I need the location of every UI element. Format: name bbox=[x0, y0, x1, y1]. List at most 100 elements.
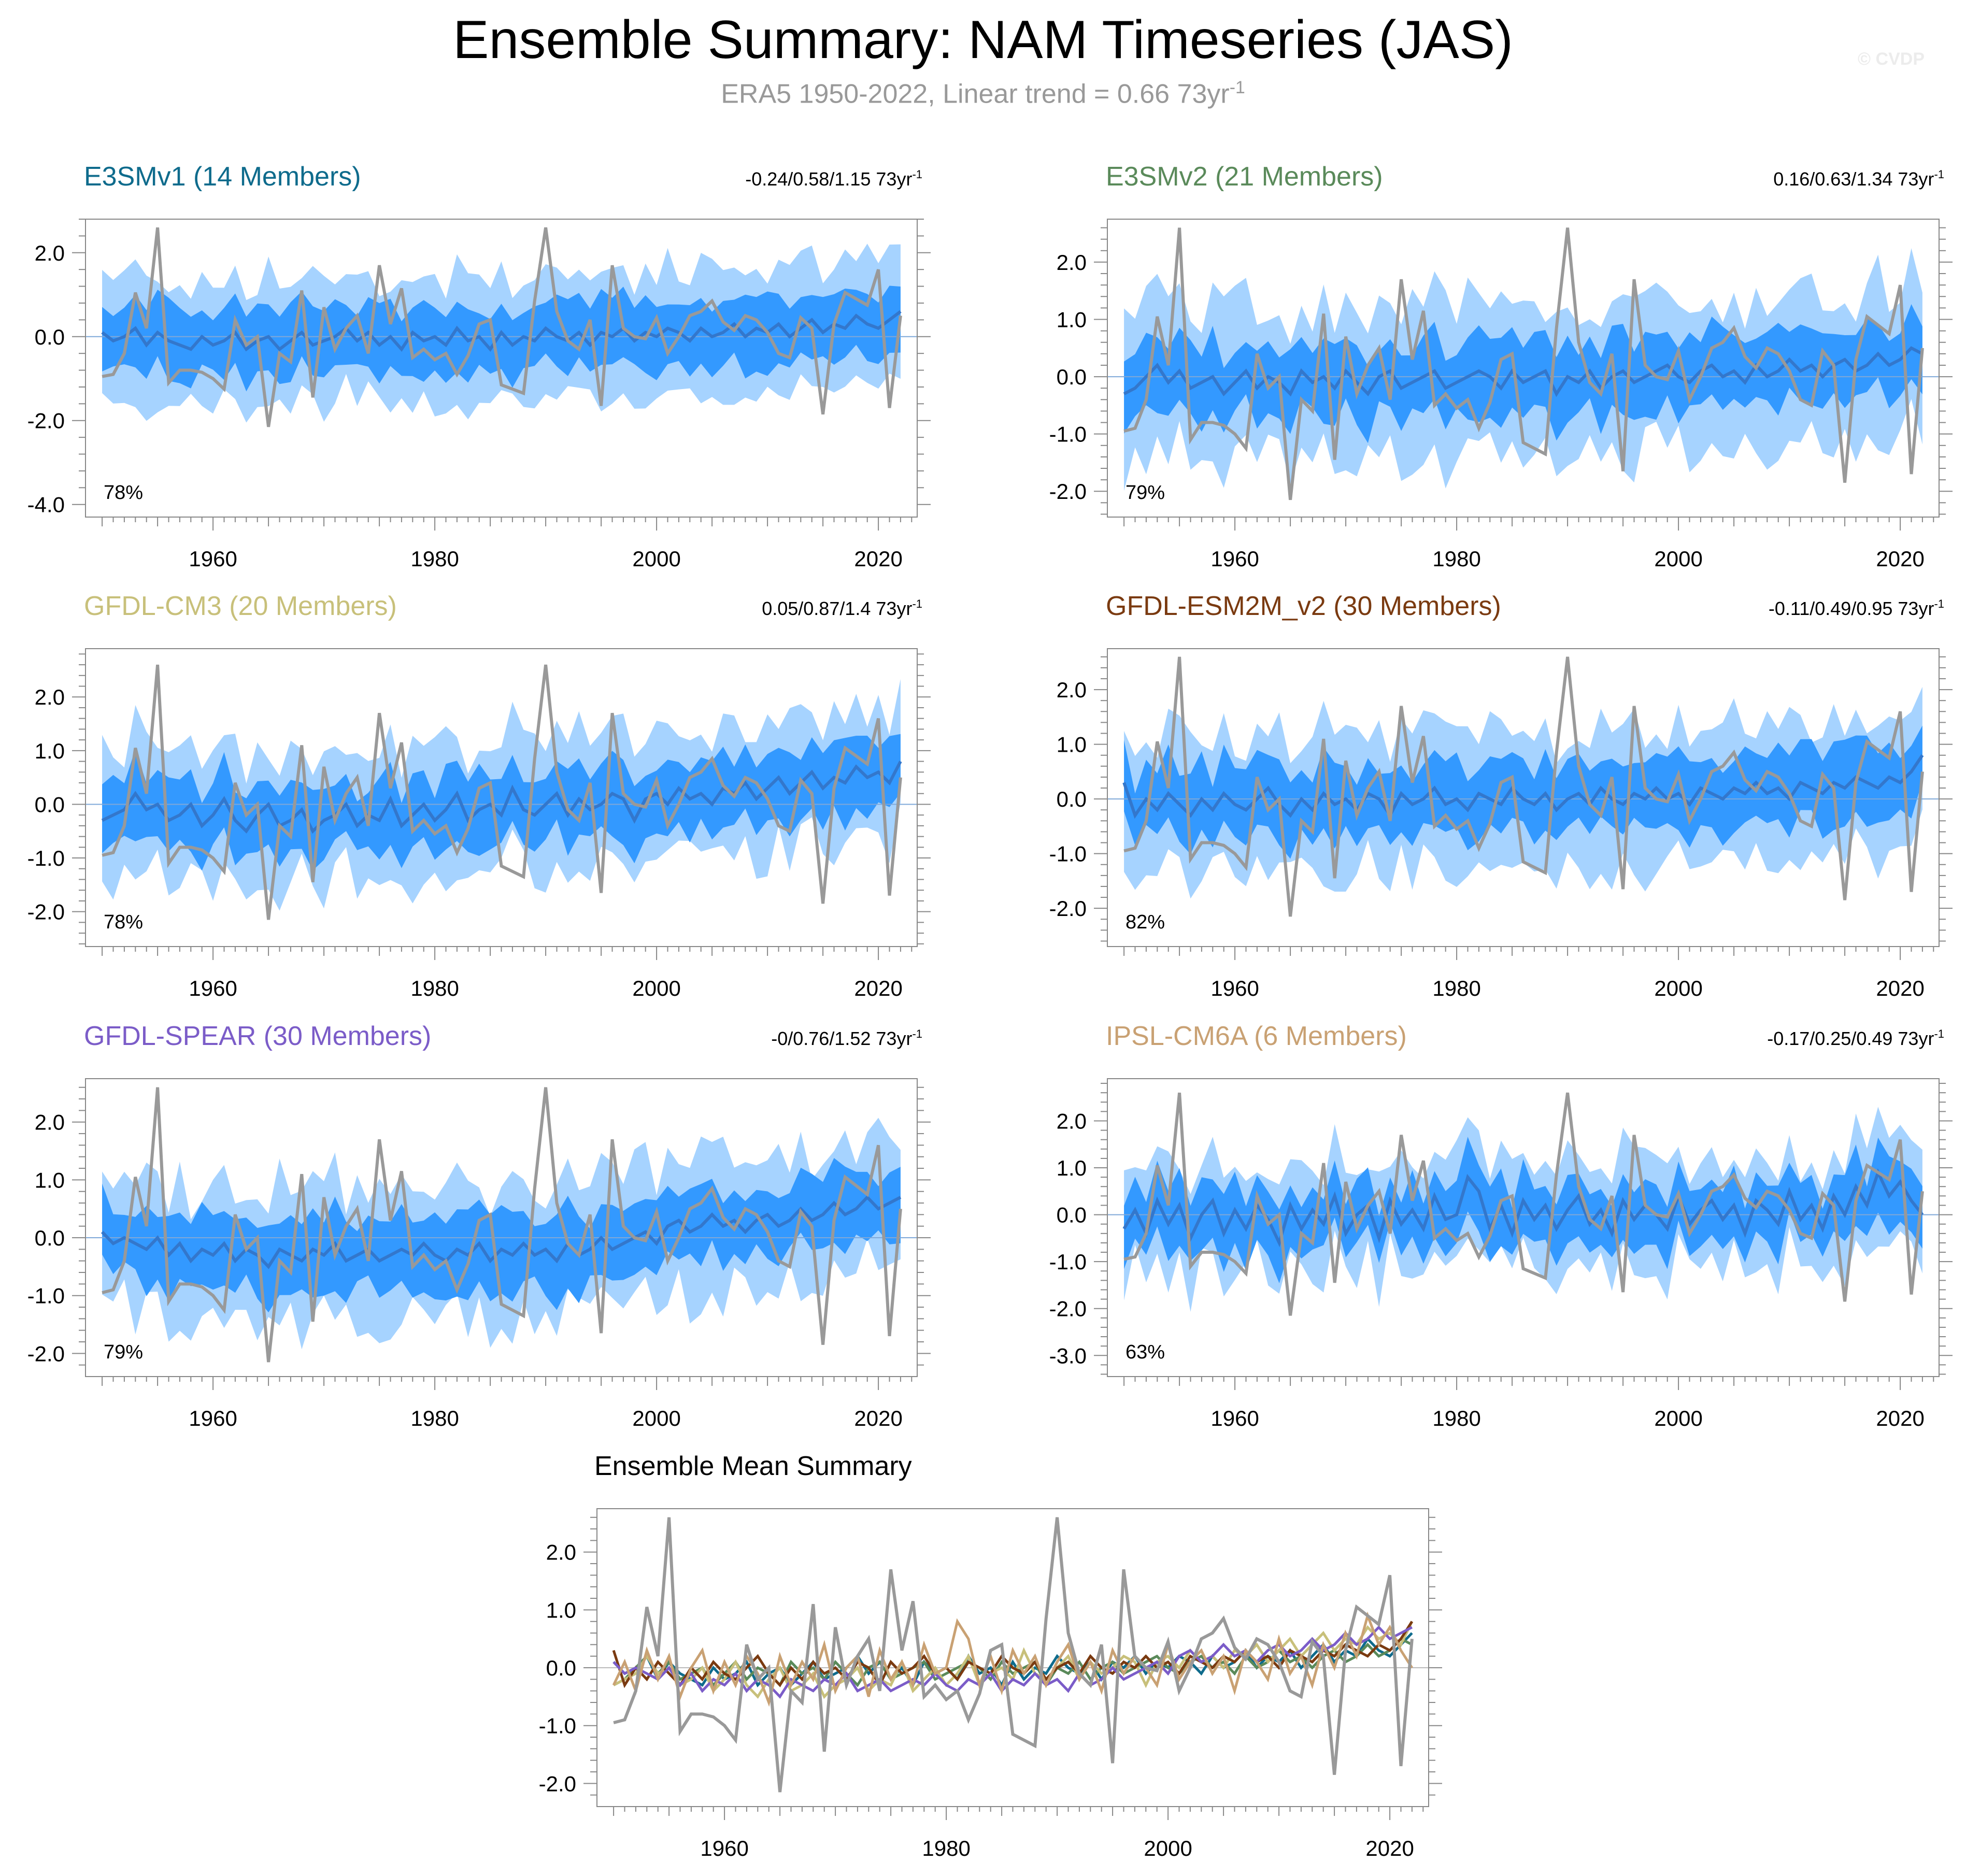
y-tick-label: 0.0 bbox=[35, 1226, 65, 1250]
percent-label: 63% bbox=[1126, 1341, 1165, 1363]
y-tick-label: 0.0 bbox=[35, 325, 65, 349]
chart-panel-3: GFDL-ESM2M_v2 (30 Members) -0.11/0.49/0.9… bbox=[1049, 591, 1953, 1000]
y-tick-label: 2.0 bbox=[35, 685, 65, 709]
inner-spread-band bbox=[102, 734, 901, 871]
y-tick-label: 2.0 bbox=[35, 1110, 65, 1135]
y-tick-label: -2.0 bbox=[1049, 1297, 1087, 1321]
x-tick-label: 2020 bbox=[854, 547, 902, 571]
trend-label: -0.17/0.25/0.49 73yr-1 bbox=[1767, 1027, 1944, 1049]
ensemble-mean-series-2 bbox=[612, 1621, 1414, 1699]
y-tick-label: 1.0 bbox=[1057, 733, 1087, 757]
x-tick-label: 2020 bbox=[854, 1406, 902, 1430]
y-tick-label: -1.0 bbox=[27, 846, 65, 870]
y-tick-label: -1.0 bbox=[1049, 422, 1087, 447]
y-tick-label: -3.0 bbox=[1049, 1343, 1087, 1368]
x-tick-label: 2000 bbox=[1144, 1836, 1192, 1860]
trend-label: -0.11/0.49/0.95 73yr-1 bbox=[1769, 597, 1944, 619]
y-tick-label: -2.0 bbox=[27, 1341, 65, 1366]
x-tick-label: 1960 bbox=[700, 1836, 748, 1860]
y-tick-label: 0.0 bbox=[1057, 1203, 1087, 1227]
x-tick-label: 1980 bbox=[1432, 547, 1480, 571]
y-tick-label: 2.0 bbox=[1057, 1109, 1087, 1133]
ensemble-mean-line bbox=[101, 761, 902, 834]
cvdp-credit: © CVDP bbox=[1858, 49, 1925, 69]
x-tick-label: 1960 bbox=[1210, 547, 1259, 571]
y-tick-label: 1.0 bbox=[546, 1598, 576, 1622]
chart-panel-5: IPSL-CM6A (6 Members) -0.17/0.25/0.49 73y… bbox=[1049, 1021, 1953, 1430]
y-tick-label: -2.0 bbox=[1049, 896, 1087, 921]
x-tick-label: 1980 bbox=[922, 1836, 970, 1860]
y-tick-label: 1.0 bbox=[35, 1168, 65, 1192]
trend-label: -0.24/0.58/1.15 73yr-1 bbox=[745, 168, 922, 190]
x-tick-label: 1980 bbox=[1432, 1406, 1480, 1430]
y-tick-label: 0.0 bbox=[1057, 365, 1087, 389]
x-tick-label: 2000 bbox=[1654, 1406, 1702, 1430]
x-tick-label: 2020 bbox=[854, 976, 902, 1000]
inner-spread-band bbox=[1124, 725, 1922, 859]
x-tick-label: 2020 bbox=[1876, 976, 1924, 1000]
y-tick-label: 2.0 bbox=[35, 241, 65, 265]
percent-label: 78% bbox=[104, 482, 143, 504]
panel-title: GFDL-ESM2M_v2 (30 Members) bbox=[1106, 591, 1501, 621]
panel-title: E3SMv2 (21 Members) bbox=[1106, 162, 1383, 192]
y-tick-label: 0.0 bbox=[546, 1656, 576, 1680]
x-tick-label: 1960 bbox=[1210, 976, 1259, 1000]
inner-spread-band bbox=[102, 1158, 901, 1313]
chart-panel-4: GFDL-SPEAR (30 Members) -0/0.76/1.52 73yr… bbox=[27, 1021, 931, 1430]
x-tick-label: 1980 bbox=[410, 547, 459, 571]
chart-panel-0: E3SMv1 (14 Members) -0.24/0.58/1.15 73yr-… bbox=[27, 162, 931, 571]
ensemble-mean-series-5 bbox=[612, 1611, 1414, 1707]
percent-label: 79% bbox=[104, 1341, 143, 1363]
y-tick-label: -2.0 bbox=[1049, 479, 1087, 504]
trend-label: 0.16/0.63/1.34 73yr-1 bbox=[1773, 168, 1944, 190]
y-tick-label: 0.0 bbox=[1057, 787, 1087, 811]
x-tick-label: 1980 bbox=[410, 1406, 459, 1430]
y-tick-label: -2.0 bbox=[27, 900, 65, 924]
x-tick-label: 1960 bbox=[1210, 1406, 1259, 1430]
y-tick-label: 2.0 bbox=[1057, 250, 1087, 275]
chart-panel-1: E3SMv2 (21 Members) 0.16/0.63/1.34 73yr-1… bbox=[1049, 162, 1953, 571]
observed-line bbox=[613, 1517, 1414, 1793]
percent-label: 78% bbox=[104, 911, 143, 933]
observed-line bbox=[1123, 1092, 1924, 1316]
observed-line bbox=[102, 664, 902, 920]
observed-line bbox=[1123, 656, 1924, 917]
inner-spread-band bbox=[1124, 1137, 1922, 1283]
figure-title: Ensemble Summary: NAM Timeseries (JAS) bbox=[453, 10, 1513, 70]
y-tick-label: -1.0 bbox=[27, 1284, 65, 1308]
ensemble-mean-line bbox=[101, 1195, 902, 1269]
y-tick-label: 1.0 bbox=[1057, 308, 1087, 332]
ensemble-mean-series-4 bbox=[612, 1625, 1413, 1699]
x-tick-label: 1980 bbox=[1432, 976, 1480, 1000]
y-tick-label: -4.0 bbox=[27, 493, 65, 517]
x-tick-label: 1960 bbox=[189, 976, 237, 1000]
y-tick-label: -1.0 bbox=[1049, 842, 1087, 866]
percent-label: 79% bbox=[1126, 482, 1165, 504]
panel-title: IPSL-CM6A (6 Members) bbox=[1106, 1021, 1407, 1051]
chart-panel-6: Ensemble Mean Summary -2.0 -1.0 0.0 1.0 2.0 19… bbox=[539, 1451, 1442, 1860]
x-tick-label: 1960 bbox=[189, 1406, 237, 1430]
x-tick-label: 2020 bbox=[1876, 547, 1924, 571]
y-tick-label: -2.0 bbox=[27, 409, 65, 433]
ensemble-mean-line bbox=[1122, 754, 1924, 819]
observed-line bbox=[1123, 227, 1924, 500]
y-tick-label: -1.0 bbox=[539, 1714, 576, 1738]
panel-title: GFDL-SPEAR (30 Members) bbox=[84, 1021, 431, 1051]
panel-title: Ensemble Mean Summary bbox=[594, 1451, 912, 1481]
ensemble-mean-line bbox=[1123, 346, 1924, 397]
x-tick-label: 2000 bbox=[1654, 547, 1702, 571]
y-tick-label: 1.0 bbox=[1057, 1156, 1087, 1180]
panel-title: GFDL-CM3 (20 Members) bbox=[84, 591, 397, 621]
x-tick-label: 2000 bbox=[632, 976, 680, 1000]
percent-label: 82% bbox=[1126, 911, 1165, 933]
x-tick-label: 1980 bbox=[410, 976, 459, 1000]
y-tick-label: -2.0 bbox=[539, 1771, 576, 1796]
x-tick-label: 2020 bbox=[1876, 1406, 1924, 1430]
inner-spread-band bbox=[1124, 304, 1922, 443]
x-tick-label: 2000 bbox=[632, 547, 680, 571]
y-tick-label: -1.0 bbox=[1049, 1250, 1087, 1274]
ensemble-mean-series-3 bbox=[612, 1621, 1414, 1688]
y-tick-label: 2.0 bbox=[1057, 678, 1087, 702]
panel-title: E3SMv1 (14 Members) bbox=[84, 162, 361, 192]
